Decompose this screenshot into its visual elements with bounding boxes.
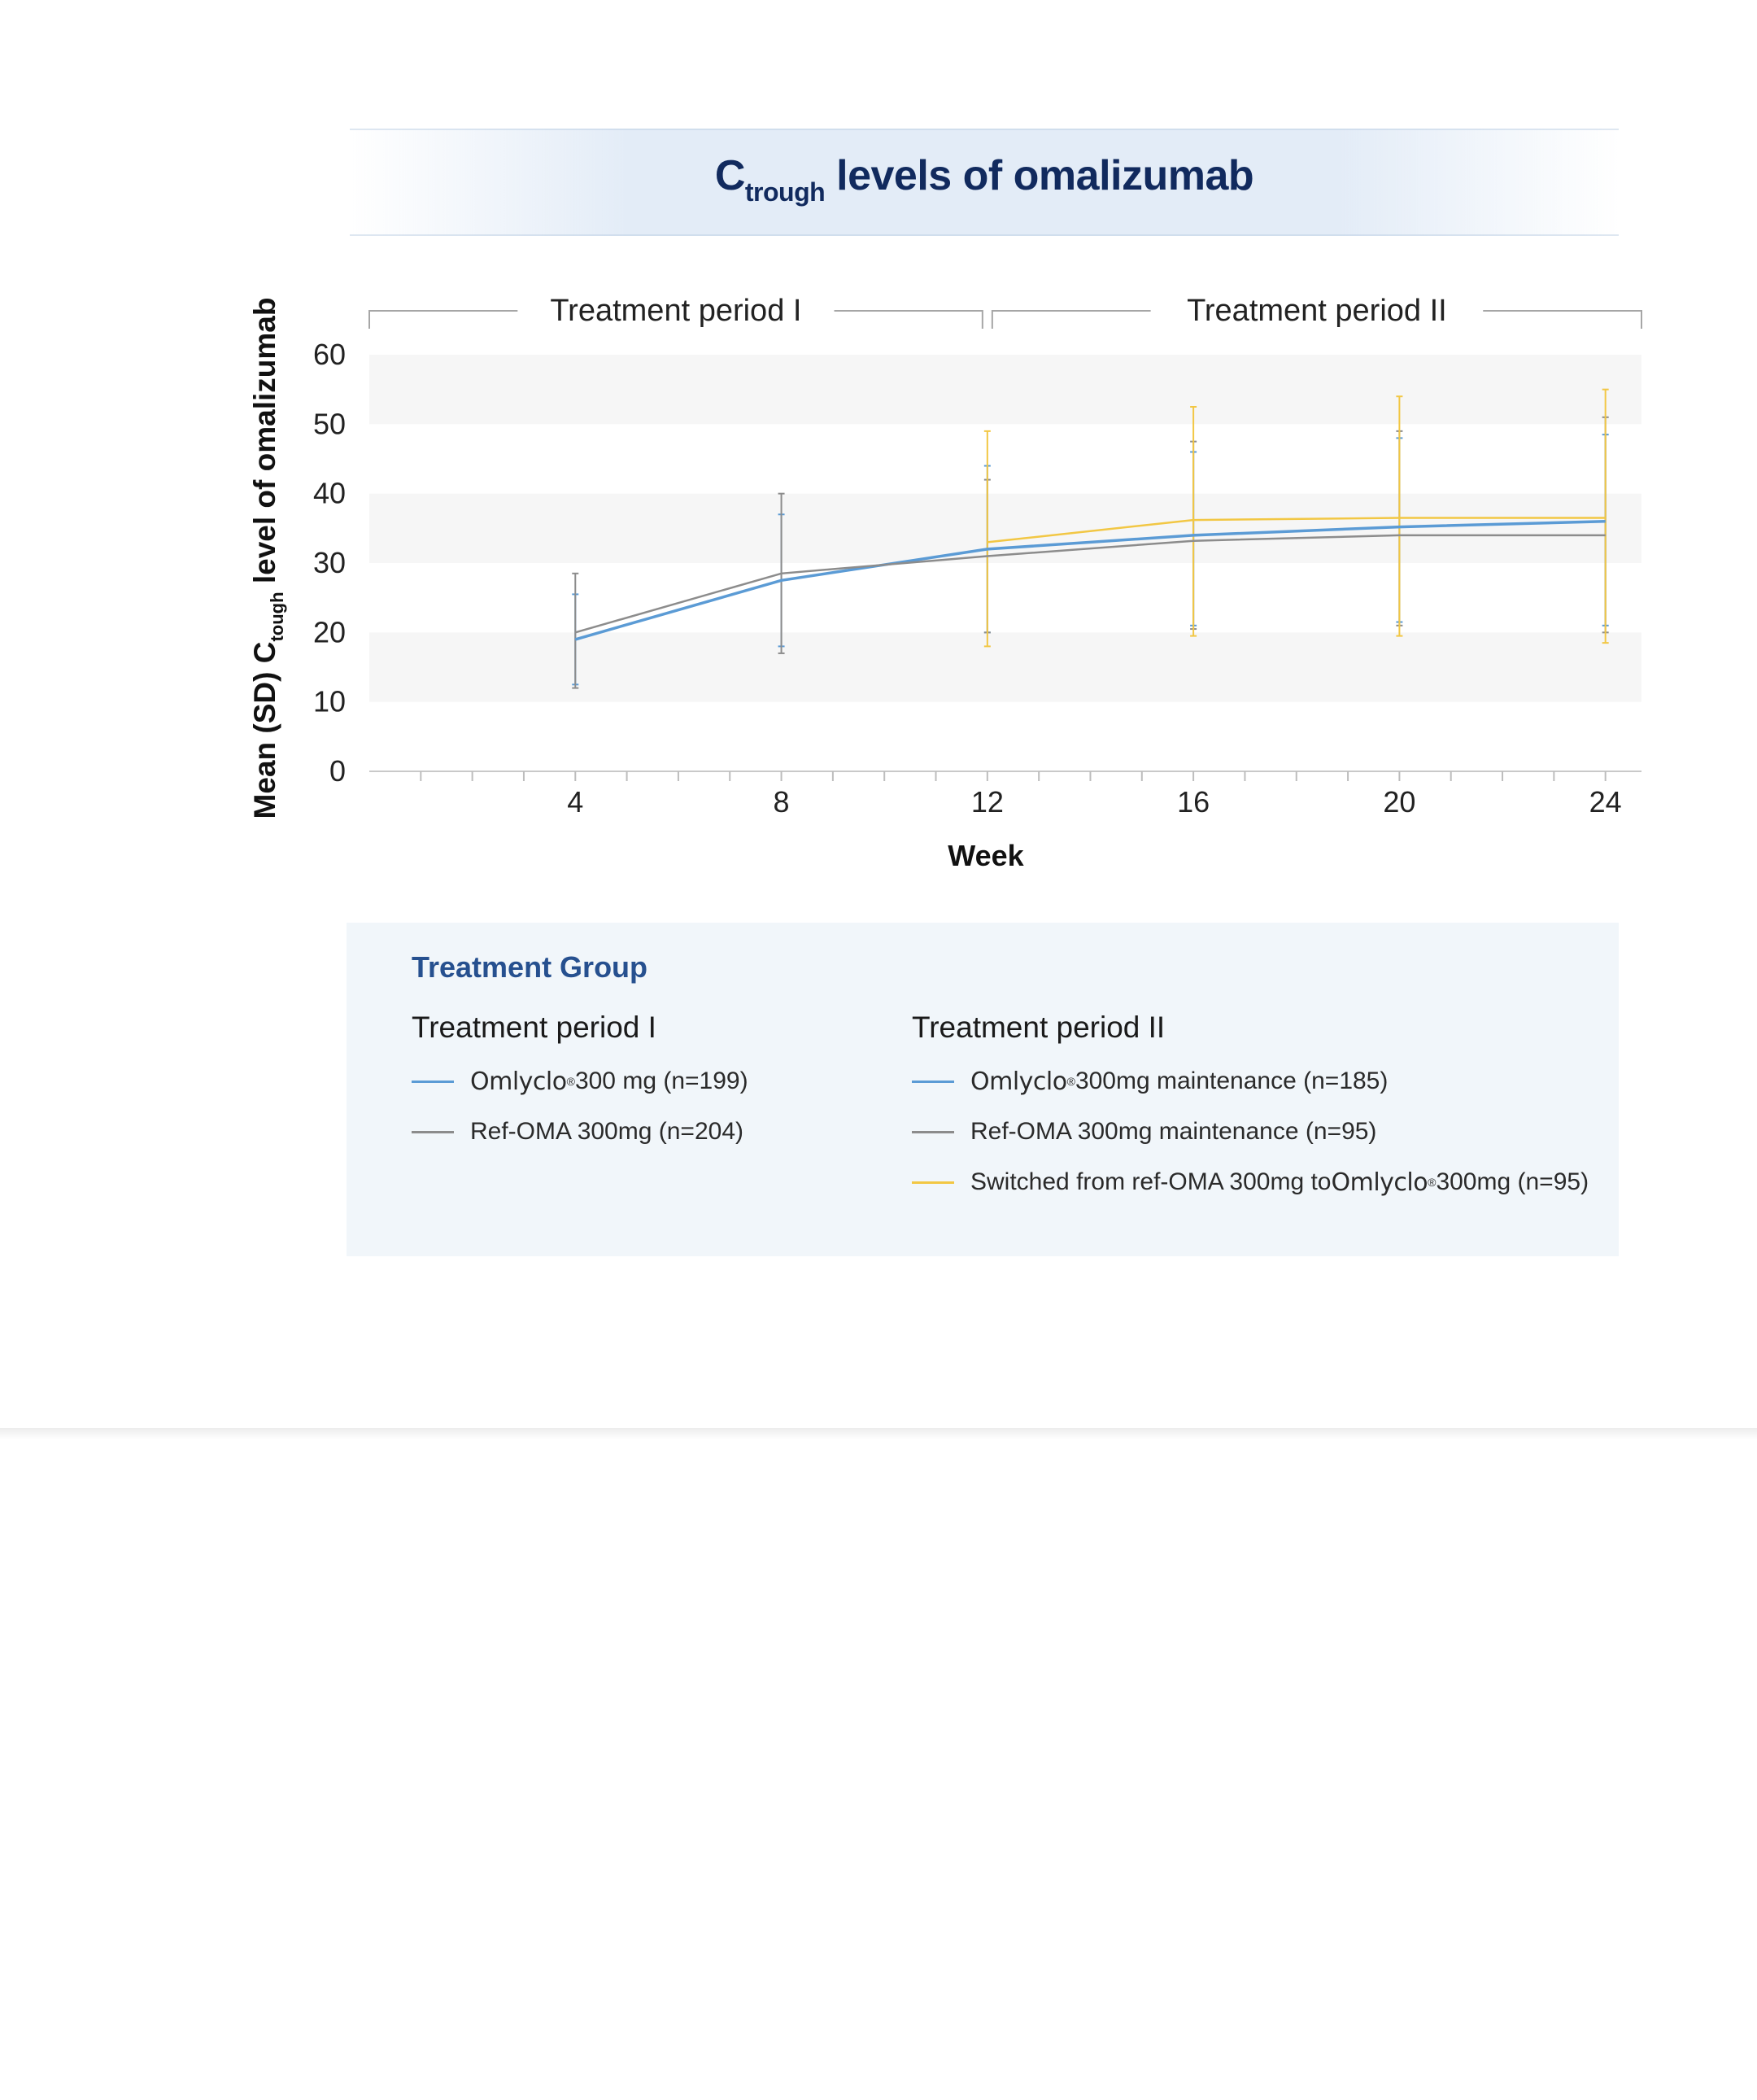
y-axis-label: Mean (SD) Ctough level of omalizumab <box>248 298 287 819</box>
grid-band <box>369 355 1641 425</box>
chart-title: Ctrough levels of omalizumab <box>714 152 1254 207</box>
x-tick-label: 8 <box>774 785 790 819</box>
legend-swatch <box>912 1080 954 1083</box>
chart-title-banner: Ctrough levels of omalizumab <box>350 129 1619 236</box>
x-tick-label: 20 <box>1383 785 1415 819</box>
period-brackets: Treatment period I Treatment period II <box>368 294 1642 329</box>
legend-item-ref-oma-maintenance: Ref-OMA 300mg maintenance (n=95) <box>912 1107 1589 1157</box>
series-line-refoma <box>574 534 1606 634</box>
legend-heading: Treatment Group <box>412 950 648 984</box>
x-tick-label: 16 <box>1177 785 1210 819</box>
x-tick-label: 4 <box>567 785 583 819</box>
grid-band <box>369 493 1641 563</box>
x-axis-label: Week <box>948 839 1024 872</box>
legend-column-title: Treatment period I <box>412 1011 656 1044</box>
legend-column-title: Treatment period II <box>912 1011 1166 1044</box>
y-tick-label: 30 <box>313 546 346 579</box>
legend-swatch <box>912 1181 954 1184</box>
period-bracket <box>368 310 983 329</box>
y-tick-label: 20 <box>313 615 346 648</box>
series-lines <box>574 517 1606 641</box>
period-label: Treatment period II <box>1187 294 1447 328</box>
legend-swatch <box>412 1130 454 1133</box>
legend-column-period-2: Treatment period II Omlyclo ® 300mg maint… <box>912 1011 1589 1207</box>
grid-bands <box>369 355 1641 702</box>
y-tick-label: 60 <box>313 338 346 371</box>
legend-item-omlyclo-300: Omlyclo ® 300 mg (n=199) <box>412 1056 748 1107</box>
y-tick-label: 50 <box>313 407 346 440</box>
axes: 4 8 12 16 20 24 0 10 20 30 40 50 60 <box>313 338 1641 819</box>
period-bracket <box>991 310 1642 329</box>
legend-item-ref-oma-300: Ref-OMA 300mg (n=204) <box>412 1107 748 1157</box>
error-bars <box>572 388 1609 689</box>
legend-column-period-1: Treatment period I Omlyclo ® 300 mg (n=19… <box>412 1011 748 1157</box>
line-chart: Treatment period I Treatment period II 4 8… <box>248 294 1642 872</box>
x-tick-label: 24 <box>1589 785 1622 819</box>
series-line-omlyclo <box>574 520 1606 641</box>
legend-swatch <box>912 1130 954 1133</box>
section-divider <box>0 1428 1757 1439</box>
grid-band <box>369 632 1641 702</box>
legend-swatch <box>412 1080 454 1083</box>
legend-item-switched: Switched from ref-OMA 300mg to Omlyclo ® … <box>912 1157 1589 1207</box>
series-line-switched <box>987 517 1606 544</box>
period-label: Treatment period I <box>550 294 801 328</box>
legend-item-omlyclo-maintenance: Omlyclo ® 300mg maintenance (n=185) <box>912 1056 1589 1107</box>
y-tick-label: 0 <box>329 754 346 788</box>
y-tick-label: 40 <box>313 477 346 510</box>
x-tick-label: 12 <box>971 785 1004 819</box>
y-tick-label: 10 <box>313 685 346 718</box>
legend: Treatment Group Treatment period I Omlyc… <box>347 923 1619 1256</box>
